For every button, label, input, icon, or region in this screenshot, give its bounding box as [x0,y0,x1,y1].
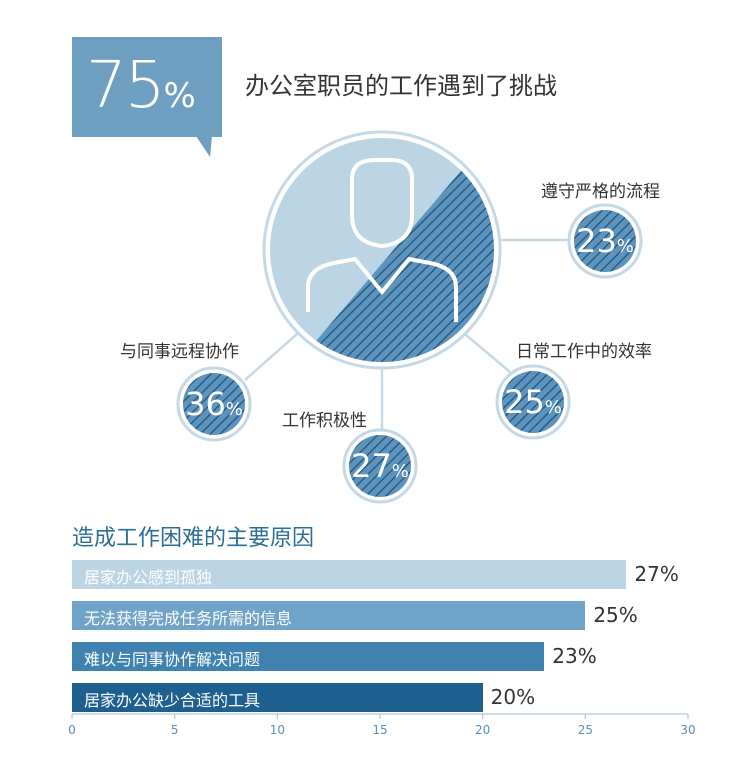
x-tick-label: 10 [269,723,285,737]
bubble-unit: % [544,397,562,418]
x-tick-label: 5 [170,723,179,737]
bubble-value-process: 23% [571,222,639,260]
challenge-label-efficiency: 日常工作中的效率 [516,342,652,362]
bubble-value-motivation: 27% [346,447,414,485]
bubble-number: 23 [576,222,617,260]
bubble-25 [495,364,571,440]
bubble-value-collaboration: 36% [180,385,248,423]
big-circle [262,130,502,370]
x-axis [71,713,689,719]
headline-text: 办公室职员的工作遇到了挑战 [245,72,557,100]
bar-value-label: 23% [552,644,597,668]
bar-value-label: 20% [490,685,536,709]
bar-value-label: 25% [593,603,638,627]
challenge-label-collaboration: 与同事远程协作 [120,342,239,362]
headline-number: 75 [86,49,165,123]
bubble-36 [176,366,252,442]
x-tick-label: 15 [372,723,388,737]
bar-2: 无法获得完成任务所需的信息 [72,601,586,630]
bubble-unit: % [616,236,634,257]
bar-value-label: 27% [634,562,679,586]
bubble-unit: % [391,461,409,482]
chart-title: 造成工作困难的主要原因 [72,526,315,551]
bubble-23 [567,203,643,279]
bubble-unit: % [225,399,243,420]
headline-badge: 75% [72,37,222,137]
bar-3: 难以与同事协作解决问题 [72,642,545,671]
headline-unit: % [163,76,196,116]
x-tick-label: 25 [577,723,593,737]
bubble-number: 25 [504,383,545,421]
person-icon [306,158,458,322]
bar-label: 无法获得完成任务所需的信息 [84,609,293,628]
challenge-label-process: 遵守严格的流程 [541,182,660,202]
bar-label: 居家办公缺少合适的工具 [84,691,261,710]
challenge-label-motivation: 工作积极性 [282,411,367,431]
x-tick-label: 20 [475,723,491,737]
bar-4: 居家办公缺少合适的工具 [72,683,483,712]
x-tick-label: 30 [680,723,696,737]
bubble-value-efficiency: 25% [499,383,567,421]
bar-label: 难以与同事协作解决问题 [84,650,261,669]
bar-label: 居家办公感到孤独 [84,568,213,587]
headline-value: 75% [86,49,196,123]
connector-lines [244,238,572,436]
bubble-number: 36 [185,385,226,423]
x-tick-label: 0 [68,723,76,737]
bubble-number: 27 [351,447,392,485]
bubble-27 [342,428,418,504]
bar-1: 居家办公感到孤独 [72,560,627,589]
badge-tail [196,136,212,157]
